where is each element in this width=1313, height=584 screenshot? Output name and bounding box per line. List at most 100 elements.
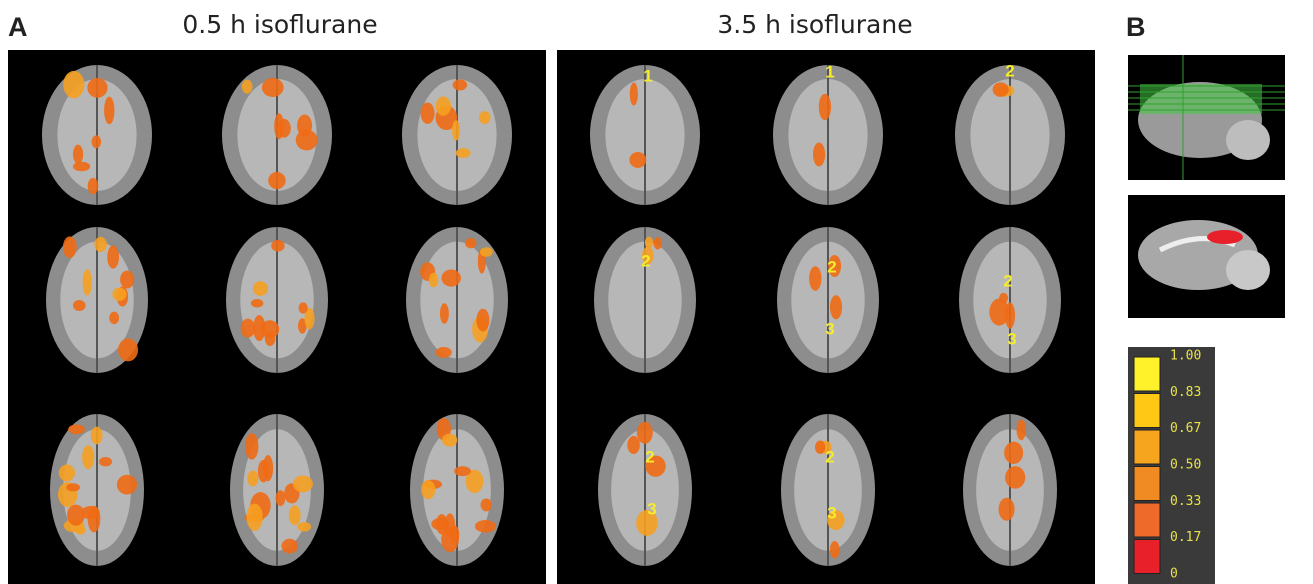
region-label: 3: [647, 499, 656, 518]
activation: [813, 143, 825, 167]
activation: [265, 331, 275, 346]
activation: [441, 269, 460, 286]
activation: [299, 302, 308, 313]
activation: [830, 295, 842, 319]
activation: [87, 78, 107, 98]
activation: [454, 466, 471, 476]
activation: [242, 80, 253, 94]
activation: [73, 162, 90, 172]
activation: [118, 338, 138, 361]
activation: [91, 427, 103, 445]
activation: [421, 480, 435, 499]
activation: [282, 539, 299, 554]
activation: [830, 541, 840, 558]
activation: [445, 513, 455, 537]
activation: [99, 457, 112, 467]
activation: [276, 490, 286, 506]
activation: [993, 82, 1009, 97]
region-label: 2: [1003, 271, 1012, 290]
region-label: 3: [1007, 329, 1016, 348]
activation: [94, 237, 107, 252]
region-label: 2: [1005, 61, 1014, 80]
activation: [241, 319, 255, 338]
group-title: 0.5 h isoflurane: [182, 10, 377, 39]
colorbar-label: 1.00: [1170, 349, 1201, 364]
activation: [629, 152, 646, 168]
activation: [479, 111, 490, 124]
activation: [63, 236, 77, 258]
swatch: [1134, 540, 1160, 574]
activation: [274, 113, 284, 139]
activation: [268, 172, 285, 189]
activation: [73, 145, 83, 164]
activation: [453, 79, 467, 90]
activation: [435, 347, 451, 358]
region-label: 1: [825, 62, 834, 81]
activation: [645, 237, 653, 249]
activation: [253, 281, 268, 296]
activation: [66, 483, 80, 491]
activation: [88, 178, 99, 194]
activation: [475, 520, 496, 533]
activation: [1004, 442, 1023, 464]
activation: [247, 471, 258, 487]
activation: [637, 422, 653, 444]
panel-label: A: [8, 12, 28, 42]
activation: [1005, 302, 1015, 328]
activation: [92, 135, 102, 148]
activation: [654, 237, 662, 250]
activation: [440, 303, 449, 324]
activation: [117, 475, 137, 495]
activation: [1017, 419, 1026, 440]
region-label: 3: [825, 319, 834, 338]
activation: [107, 245, 119, 268]
region-label: 2: [641, 251, 650, 270]
colorbar-label: 0.33: [1170, 494, 1201, 509]
panel-label: B: [1126, 12, 1146, 42]
activation: [120, 271, 134, 289]
roi: [1207, 230, 1243, 244]
swatch: [1134, 503, 1160, 537]
activation: [59, 465, 75, 482]
activation: [262, 78, 284, 97]
activation: [452, 120, 460, 140]
group-title: 3.5 h isoflurane: [717, 10, 912, 39]
swatch: [1134, 394, 1160, 428]
activation: [480, 247, 493, 257]
activation: [1005, 466, 1025, 489]
activation: [245, 433, 258, 459]
activation: [296, 130, 318, 151]
activation: [480, 499, 491, 512]
region-label: 2: [827, 257, 836, 276]
swatch: [1134, 467, 1160, 501]
activation: [815, 440, 825, 454]
activation: [630, 83, 638, 106]
activation: [809, 266, 821, 291]
colorbar-label: 0.17: [1170, 530, 1201, 545]
activation: [476, 309, 489, 332]
activation: [297, 522, 311, 532]
activation: [88, 506, 101, 533]
activation: [67, 505, 85, 526]
activation: [456, 148, 471, 158]
activation: [82, 445, 94, 469]
region-label: 2: [645, 447, 654, 466]
activation: [112, 288, 126, 301]
swatch: [1134, 357, 1160, 391]
activation: [73, 300, 86, 311]
activation: [83, 269, 92, 296]
activation: [75, 526, 85, 535]
activation: [263, 455, 273, 481]
activation: [421, 102, 435, 123]
activation: [465, 238, 476, 248]
activation: [999, 293, 1008, 303]
colorbar-label: 0.83: [1170, 385, 1201, 400]
activation: [109, 312, 119, 324]
colorbar-label: 0.67: [1170, 421, 1201, 436]
activation: [999, 498, 1015, 521]
swatch: [1134, 430, 1160, 464]
activation: [627, 436, 640, 454]
activation: [429, 273, 439, 288]
region-label: 3: [827, 503, 836, 522]
figure: A 0.5 h isoflurane 3.5 h isoflurane B 1.…: [0, 0, 1313, 584]
